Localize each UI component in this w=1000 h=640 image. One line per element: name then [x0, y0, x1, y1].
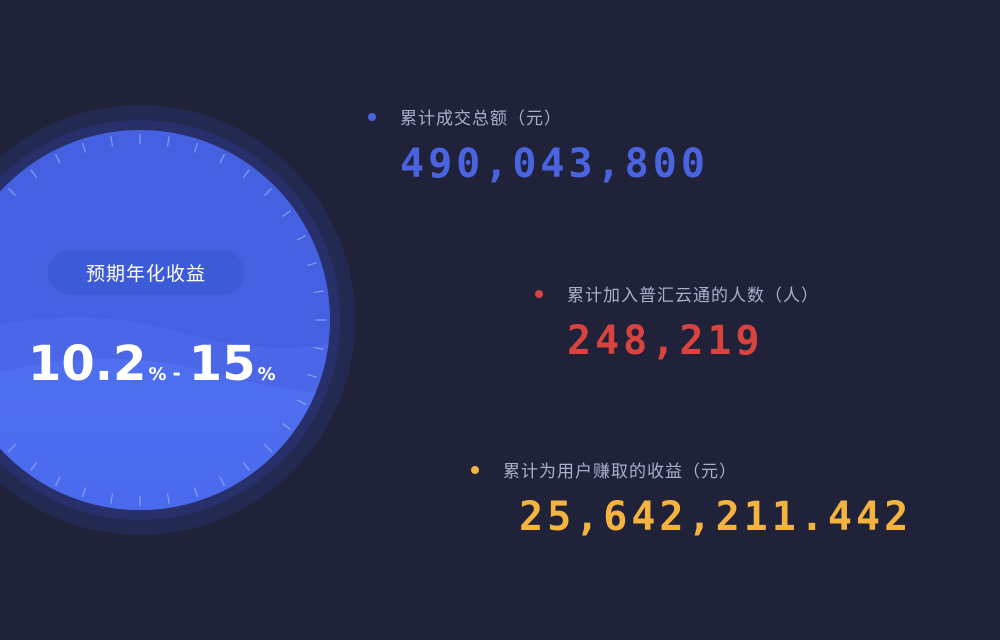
stat-label: 累计加入普汇云通的人数（人）: [567, 286, 819, 306]
dial-tick: [242, 169, 250, 178]
dial-tick: [313, 290, 324, 294]
dial-tick: [219, 476, 225, 486]
stat-value: 25,642,211.442: [519, 494, 913, 540]
dial-tick: [296, 399, 306, 405]
dial-tick: [110, 493, 114, 504]
dial-tick: [313, 346, 324, 350]
rate-separator: -: [172, 361, 181, 385]
dial-tick: [81, 487, 87, 498]
rate-low-unit: %: [148, 364, 167, 385]
dial-tick: [8, 444, 16, 452]
dial-tick: [166, 136, 170, 147]
yield-rate: 10.2 % - 15 %: [28, 340, 282, 388]
dial-tick: [219, 154, 225, 164]
dial-tick: [110, 136, 114, 147]
rate-high-unit: %: [257, 364, 276, 385]
dial-tick: [30, 169, 38, 178]
stat-total-volume: 累计成交总额（元） 490,043,800: [368, 104, 709, 187]
dial-tick: [55, 476, 61, 486]
dial-tick: [296, 235, 306, 241]
dial-tick: [307, 261, 318, 267]
stat-value: 248,219: [567, 318, 764, 364]
dial-tick: [166, 493, 170, 504]
bullet-dot: [368, 112, 376, 121]
dial-tick: [242, 462, 250, 471]
stat-label: 累计为用户赚取的收益（元）: [503, 462, 737, 482]
dial-tick: [264, 188, 272, 196]
bullet-dot: [535, 289, 543, 298]
dial-ticks: [8, 134, 326, 506]
dial-tick: [30, 462, 38, 471]
dial-tick: [193, 142, 199, 153]
expected-yield-badge: 预期年化收益: [47, 249, 245, 296]
dial-tick: [55, 154, 61, 164]
dial-tick: [8, 188, 16, 196]
dial-tick: [81, 142, 87, 153]
dial-tick: [282, 210, 291, 218]
dial-tick: [282, 422, 291, 430]
dial-wave-front: [0, 358, 330, 510]
stat-total-earnings: 累计为用户赚取的收益（元） 25,642,211.442: [471, 457, 912, 540]
stat-total-users: 累计加入普汇云通的人数（人） 248,219: [535, 281, 819, 364]
dial-tick: [307, 373, 318, 379]
stat-value: 490,043,800: [400, 141, 709, 187]
rate-low-value: 10.2: [28, 336, 147, 392]
bullet-dot: [471, 465, 479, 474]
rate-high-value: 15: [188, 336, 256, 392]
dial-tick: [264, 444, 272, 452]
dial-tick: [193, 487, 199, 498]
stat-label: 累计成交总额（元）: [400, 109, 562, 129]
